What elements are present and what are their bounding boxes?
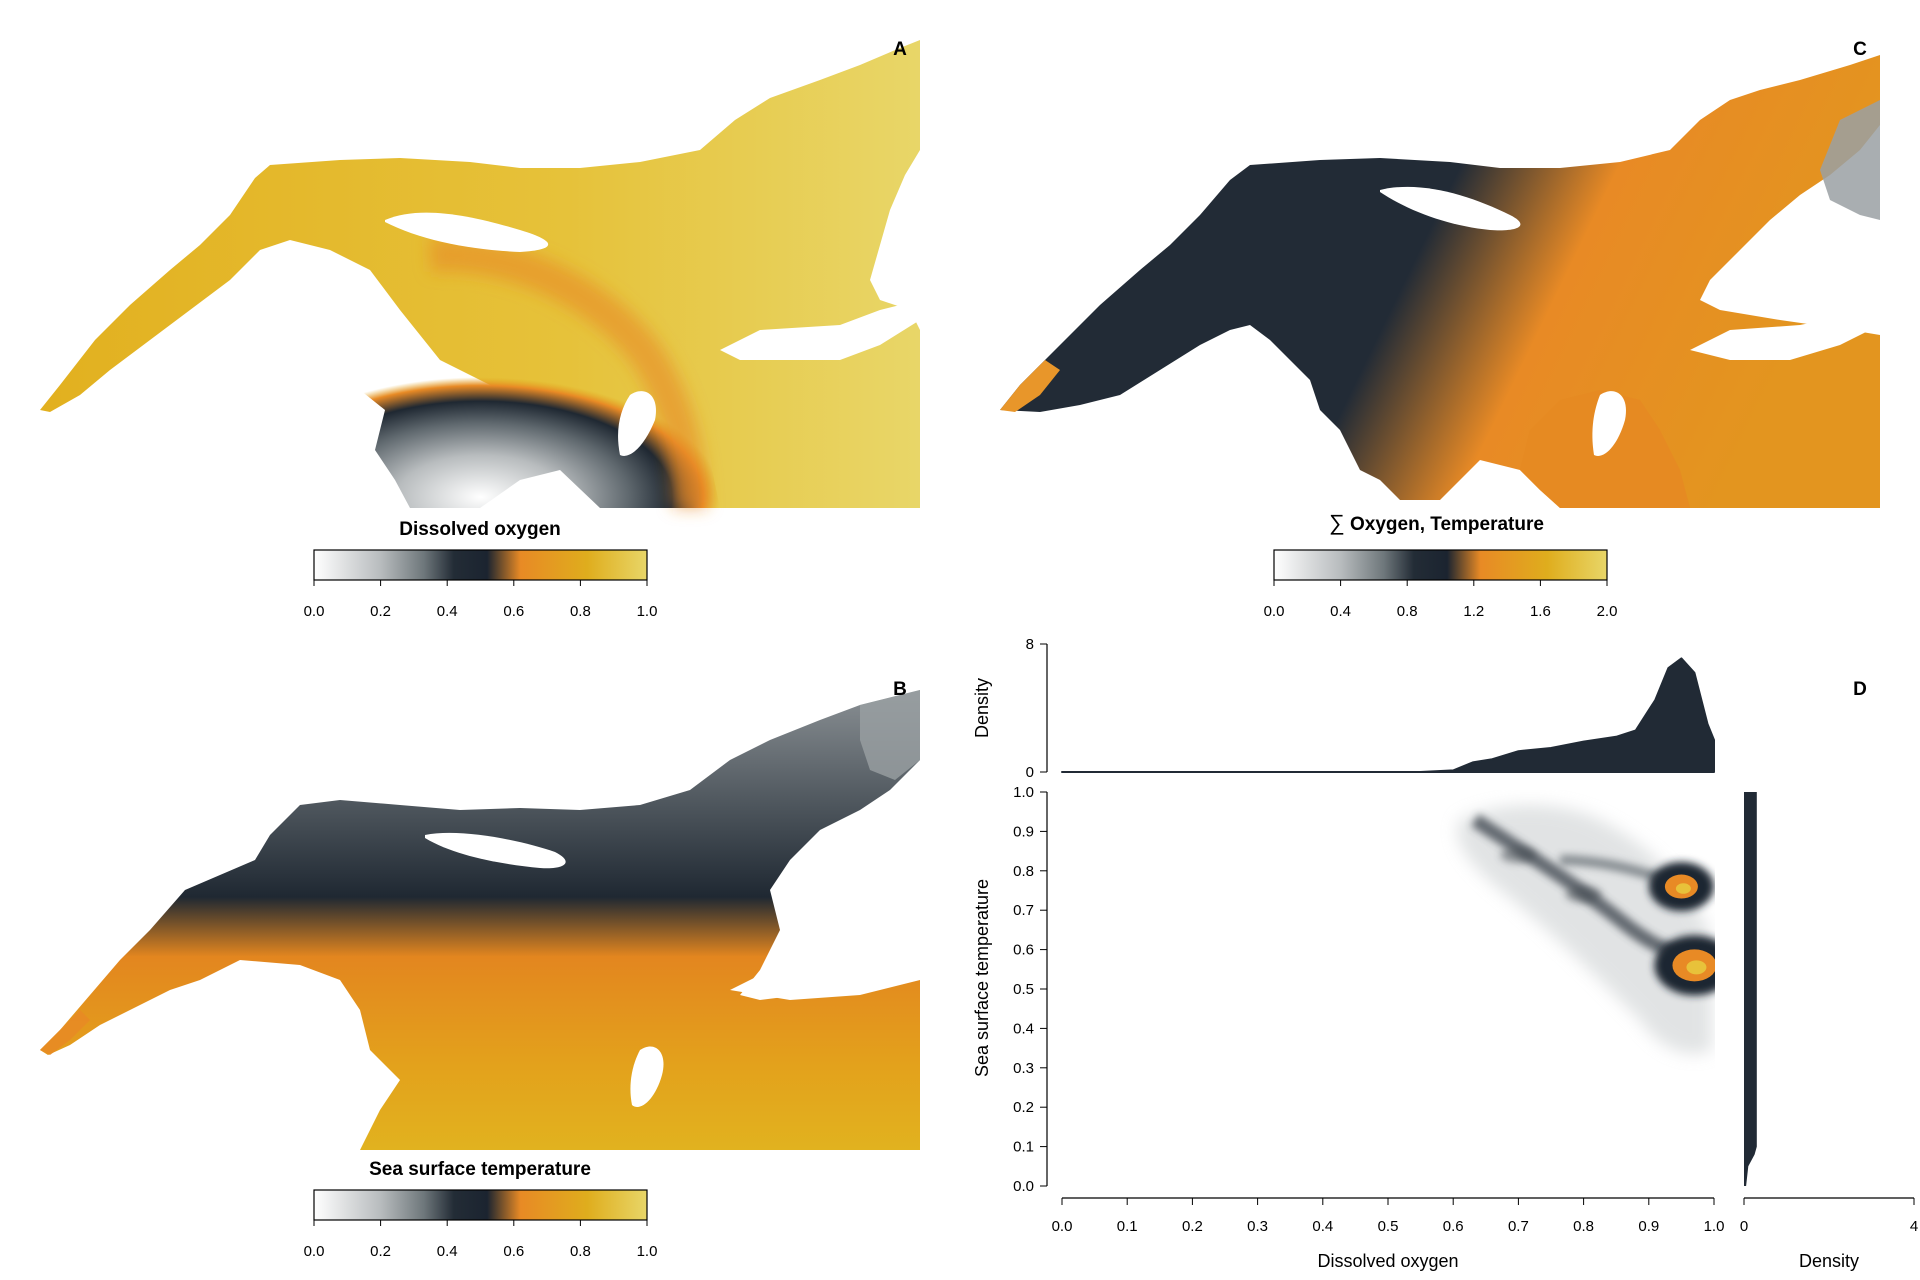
panel-c-coast-white xyxy=(1690,305,1880,360)
panel-a-tick-3: 0.6 xyxy=(503,603,524,620)
right-marginal-xlabel: Density xyxy=(1799,1251,1859,1271)
panel-a-tick-2: 0.4 xyxy=(437,603,458,620)
main-ytick: 0.1 xyxy=(1013,1139,1034,1156)
panel-b-island xyxy=(425,832,566,869)
panel-c: C ∑ Oxygen, Temperature 0.0 0.4 0.8 1.2 … xyxy=(1000,39,1880,620)
panel-a-legend-title: Dissolved oxygen xyxy=(399,519,561,540)
panel-c-colorbar xyxy=(1273,549,1608,581)
density-peak-core xyxy=(1686,960,1707,975)
main-xtick: 0.9 xyxy=(1638,1218,1659,1235)
panel-c-map xyxy=(1000,55,1880,508)
right-marginal: Density 0 4 xyxy=(1740,792,1918,1271)
panel-c-tick-4: 1.6 xyxy=(1530,603,1551,620)
panel-c-island xyxy=(1380,186,1521,231)
panel-b-map xyxy=(40,690,920,1150)
panel-b-letter: B xyxy=(893,679,907,700)
panel-a-tick-4: 0.8 xyxy=(570,603,591,620)
main-ytick: 0.0 xyxy=(1013,1178,1034,1195)
main-xtick: 0.6 xyxy=(1443,1218,1464,1235)
top-marginal-density xyxy=(1061,657,1715,773)
panel-b-tick-5: 1.0 xyxy=(637,1243,658,1260)
panel-b-coast-white xyxy=(730,960,920,1000)
panel-c-legend-title: Oxygen, Temperature xyxy=(1350,514,1544,535)
density-peak-faint xyxy=(1500,847,1537,864)
density-peak-core xyxy=(1675,883,1691,894)
panel-b-tick-4: 0.8 xyxy=(570,1243,591,1260)
panel-a-coast-white xyxy=(720,300,920,360)
panel-c-tick-0: 0.0 xyxy=(1264,603,1285,620)
main-ytick: 0.3 xyxy=(1013,1060,1034,1077)
top-marginal-ytick-1: 8 xyxy=(1026,636,1034,653)
panel-b-tick-3: 0.6 xyxy=(503,1243,524,1260)
panel-d-letter: D xyxy=(1853,679,1867,700)
panel-c-tick-3: 1.2 xyxy=(1463,603,1484,620)
panel-a: A Dissolved oxygen 0.0 0.2 0.4 0.6 0.8 1… xyxy=(40,39,920,620)
main-xtick: 1.0 xyxy=(1704,1218,1725,1235)
top-marginal-ytick-0: 0 xyxy=(1026,764,1034,781)
panel-c-colorbar-ticks: 0.0 0.4 0.8 1.2 1.6 2.0 xyxy=(1264,580,1618,620)
main-xtick: 0.4 xyxy=(1312,1218,1333,1235)
panel-c-tick-2: 0.8 xyxy=(1397,603,1418,620)
main-ytick: 0.7 xyxy=(1013,902,1034,919)
main-ytick: 0.8 xyxy=(1013,863,1034,880)
panel-a-tick-5: 1.0 xyxy=(637,603,658,620)
right-marginal-xtick: 0 xyxy=(1740,1218,1748,1235)
main-ytick: 0.5 xyxy=(1013,981,1034,998)
right-marginal-density xyxy=(1744,792,1757,1186)
panel-a-tick-0: 0.0 xyxy=(304,603,325,620)
panel-b-orange-tail xyxy=(40,1010,90,1055)
panel-a-tick-1: 0.2 xyxy=(370,603,391,620)
panel-c-northeast-grey xyxy=(1820,100,1880,220)
main-xlabel: Dissolved oxygen xyxy=(1317,1251,1458,1271)
main-xtick: 0.3 xyxy=(1247,1218,1268,1235)
panel-d: D 0 8 Density 0.0 0.1 0.2 0.3 0.4 0.5 0.6 0.7 0.… xyxy=(972,636,1918,1271)
main-ytick: 0.2 xyxy=(1013,1099,1034,1116)
panel-c-tick-5: 2.0 xyxy=(1597,603,1618,620)
panel-b-tick-2: 0.4 xyxy=(437,1243,458,1260)
main-xtick: 0.5 xyxy=(1378,1218,1399,1235)
main-xtick: 0.0 xyxy=(1052,1218,1073,1235)
main-ytick: 0.9 xyxy=(1013,823,1034,840)
main-xtick: 0.7 xyxy=(1508,1218,1529,1235)
main-xtick: 0.8 xyxy=(1573,1218,1594,1235)
panel-a-map-core xyxy=(285,290,720,508)
density-plot-axes: 0.0 0.1 0.2 0.3 0.4 0.5 0.6 0.7 0.8 0.9 1.0 0.0 0.1 0… xyxy=(1013,784,1724,1235)
panel-a-island xyxy=(385,212,549,252)
panel-a-letter: A xyxy=(893,39,907,60)
density-surface xyxy=(1457,805,1712,1054)
panel-b-tick-0: 0.0 xyxy=(304,1243,325,1260)
density-peak-faint xyxy=(1565,886,1602,903)
top-marginal: 0 8 Density xyxy=(972,636,1715,781)
main-ytick: 1.0 xyxy=(1013,784,1034,801)
main-xtick: 0.2 xyxy=(1182,1218,1203,1235)
right-marginal-xtick: 4 xyxy=(1910,1218,1918,1235)
panel-a-island-2 xyxy=(618,391,656,456)
panel-a-colorbar-ticks: 0.0 0.2 0.4 0.6 0.8 1.0 xyxy=(304,580,658,620)
main-ytick: 0.4 xyxy=(1013,1020,1034,1037)
density-plot: 0.0 0.1 0.2 0.3 0.4 0.5 0.6 0.7 0.8 0.9 1.0 0.0 0.1 0… xyxy=(972,784,1724,1271)
panel-b: B Sea surface temperature 0.0 0.2 0.4 0.… xyxy=(40,679,920,1260)
panel-a-orange-band xyxy=(429,237,707,509)
panel-b-colorbar-ticks: 0.0 0.2 0.4 0.6 0.8 1.0 xyxy=(304,1220,658,1260)
panel-b-northeast-grey xyxy=(860,690,920,780)
main-xtick: 0.1 xyxy=(1117,1218,1138,1235)
main-ylabel: Sea surface temperature xyxy=(972,879,992,1077)
density-peaks xyxy=(1500,847,1715,996)
panel-c-orange-tail xyxy=(1000,360,1060,412)
panel-c-legend-title-symbol: ∑ xyxy=(1329,510,1345,535)
panel-b-tick-1: 0.2 xyxy=(370,1243,391,1260)
panel-b-colorbar xyxy=(313,1189,648,1221)
panel-a-colorbar xyxy=(313,549,648,581)
panel-c-letter: C xyxy=(1853,39,1867,60)
density-halo xyxy=(1457,805,1712,1054)
panel-c-tick-1: 0.4 xyxy=(1330,603,1351,620)
panel-b-legend-title: Sea surface temperature xyxy=(369,1159,591,1180)
panel-c-island-2 xyxy=(1592,391,1626,456)
main-ytick: 0.6 xyxy=(1013,942,1034,959)
panel-b-island-2 xyxy=(630,1046,664,1107)
top-marginal-ylabel: Density xyxy=(972,678,992,738)
